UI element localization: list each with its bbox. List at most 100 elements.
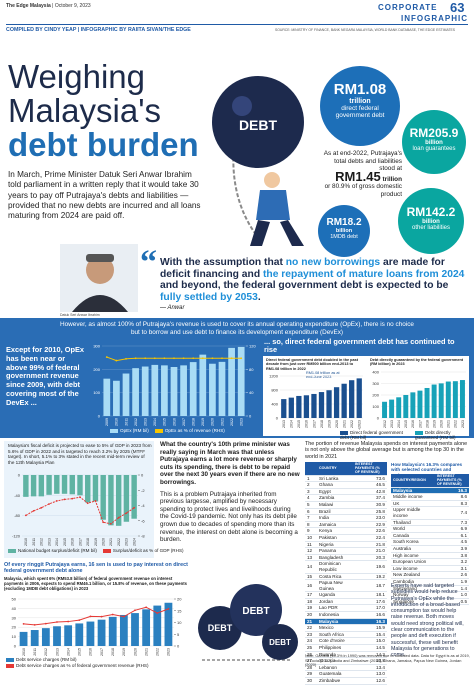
row: Australia 3.9	[391, 545, 469, 553]
row: 26 Rwanda 14.2	[305, 651, 387, 659]
y-tick-label: 400	[271, 402, 278, 407]
quote-part: and beyond, the federal government debt …	[160, 280, 449, 292]
illustration: DEBT	[212, 76, 304, 246]
legend: Debt service charges (RM bil) Debt servic…	[6, 657, 149, 668]
x-tick-label: 2009	[105, 418, 109, 426]
quote-author: — Anwar	[160, 305, 185, 311]
point	[125, 357, 127, 360]
point	[71, 497, 74, 500]
cell: Canada	[391, 532, 435, 540]
x-tick-label: 2020	[335, 420, 339, 428]
x-tick-label: 2013	[390, 420, 394, 428]
figure-amount: RM205.9	[409, 126, 459, 140]
row: European Union 3.2	[391, 558, 469, 566]
point	[240, 357, 243, 360]
x-tick-label: 2017	[312, 420, 316, 428]
figure-label: direct federal government debt	[335, 105, 385, 119]
cell: 1	[305, 475, 317, 483]
bar	[389, 399, 395, 418]
cell: 14.2	[353, 651, 387, 659]
cell: 15.0	[353, 637, 387, 646]
cell: 22.6	[353, 527, 387, 535]
bar	[123, 475, 130, 522]
bar	[296, 395, 302, 418]
point	[89, 615, 92, 618]
cell: 24	[305, 637, 317, 646]
row: 10 Pakistan 22.4	[305, 534, 387, 542]
x-tick-label: 2021	[109, 538, 113, 546]
x-tick-label: 2013	[55, 648, 59, 656]
bar	[85, 475, 91, 503]
x-tick-label: 2019	[94, 538, 98, 546]
chart-caption: Of every ringgit Putrajaya earns, 16 sen…	[4, 562, 188, 575]
x-tick-label: 2020	[133, 648, 137, 656]
cell: 6.1	[435, 532, 469, 540]
cell: 19.6	[353, 560, 387, 574]
y-tick-label: 0	[18, 473, 21, 478]
legend-swatch	[8, 548, 16, 553]
row: High income 3.8	[391, 552, 469, 560]
legs	[250, 220, 304, 246]
ball-label: DEBT	[208, 623, 233, 633]
cell: 16.3	[353, 618, 387, 626]
section: CORPORATE	[378, 3, 438, 12]
y-tick-label: 1200	[269, 374, 279, 379]
x-tick-label: 2012	[40, 538, 44, 546]
photo-caption: Datuk Seri Anwar Ibrahim	[60, 313, 100, 317]
ball-label: DEBT	[242, 606, 269, 617]
y2-tick-label: 120	[249, 344, 256, 349]
point	[125, 512, 128, 515]
bar	[38, 475, 45, 497]
opex-chart: 0 100 200 300 0 40 80 120 2009 2010 2011 2012 2013 20…	[93, 344, 256, 427]
x-tick-label: 2019	[432, 420, 436, 428]
legend-swatch	[110, 428, 118, 433]
cell: 15.4	[353, 631, 387, 639]
x-tick-label: 2017	[78, 538, 82, 546]
x-tick-label: 2010	[24, 538, 28, 546]
total-pre: As at end-2022, Putrajaya's total debts …	[323, 150, 402, 173]
figure-unit: billion	[335, 228, 353, 234]
point	[55, 500, 58, 502]
legend-item: National budget surplus/deficit (RM bil)	[8, 548, 97, 553]
point	[32, 509, 35, 512]
ranking-header: The portion of revenue Malaysia spends o…	[305, 441, 468, 460]
x-tick-label: 2016	[172, 418, 176, 426]
cell: 46.5	[353, 481, 387, 489]
x-tick-label: 1H2023	[358, 420, 362, 430]
bar	[132, 368, 139, 416]
figure-label: 1MDB debt	[330, 234, 358, 240]
ranking-table: COUNTRY INTEREST PAYMENTS (% OF REVENUE) 1…	[305, 462, 387, 685]
bar	[41, 628, 50, 646]
source: SOURCE: MINISTRY OF FINANCE, BANK NEGARA…	[275, 28, 456, 32]
cell: 29	[305, 670, 317, 678]
y-tick-label: 100	[372, 404, 379, 409]
cell: Sri Lanka	[317, 475, 353, 483]
header-cell: COUNTRY	[317, 462, 353, 476]
x-tick-label: 2014	[55, 538, 59, 546]
row: 22 Mexico 15.9	[305, 624, 387, 632]
cell: 21.8	[353, 541, 387, 549]
bar	[142, 609, 151, 646]
x-tick-label: 2020	[211, 418, 215, 426]
cell: 16.6	[353, 611, 387, 619]
row: New Zealand 2.6	[391, 571, 469, 579]
cell: 12	[305, 547, 317, 555]
point	[122, 615, 125, 618]
cell: Philippines	[317, 644, 353, 652]
cell: 1.0	[435, 591, 469, 599]
bar	[311, 393, 317, 418]
figure-amount: RM142.2	[406, 205, 456, 219]
y2-tick-label: 0	[177, 644, 180, 649]
y-tick-label: 100	[93, 390, 100, 395]
bar	[153, 605, 162, 646]
cell: St Lucia	[317, 657, 353, 665]
y2-tick-label: 5	[177, 632, 180, 637]
row: Singapore 0.5	[391, 598, 469, 606]
total-amount: RM1.45	[335, 168, 381, 184]
cell: 3.9	[435, 545, 469, 553]
face	[86, 256, 114, 284]
row: Low income 3.1	[391, 565, 469, 573]
y-tick-label: 30	[12, 615, 17, 620]
row: Thailand 7.3	[391, 519, 469, 527]
cell: Jordan	[317, 598, 353, 606]
